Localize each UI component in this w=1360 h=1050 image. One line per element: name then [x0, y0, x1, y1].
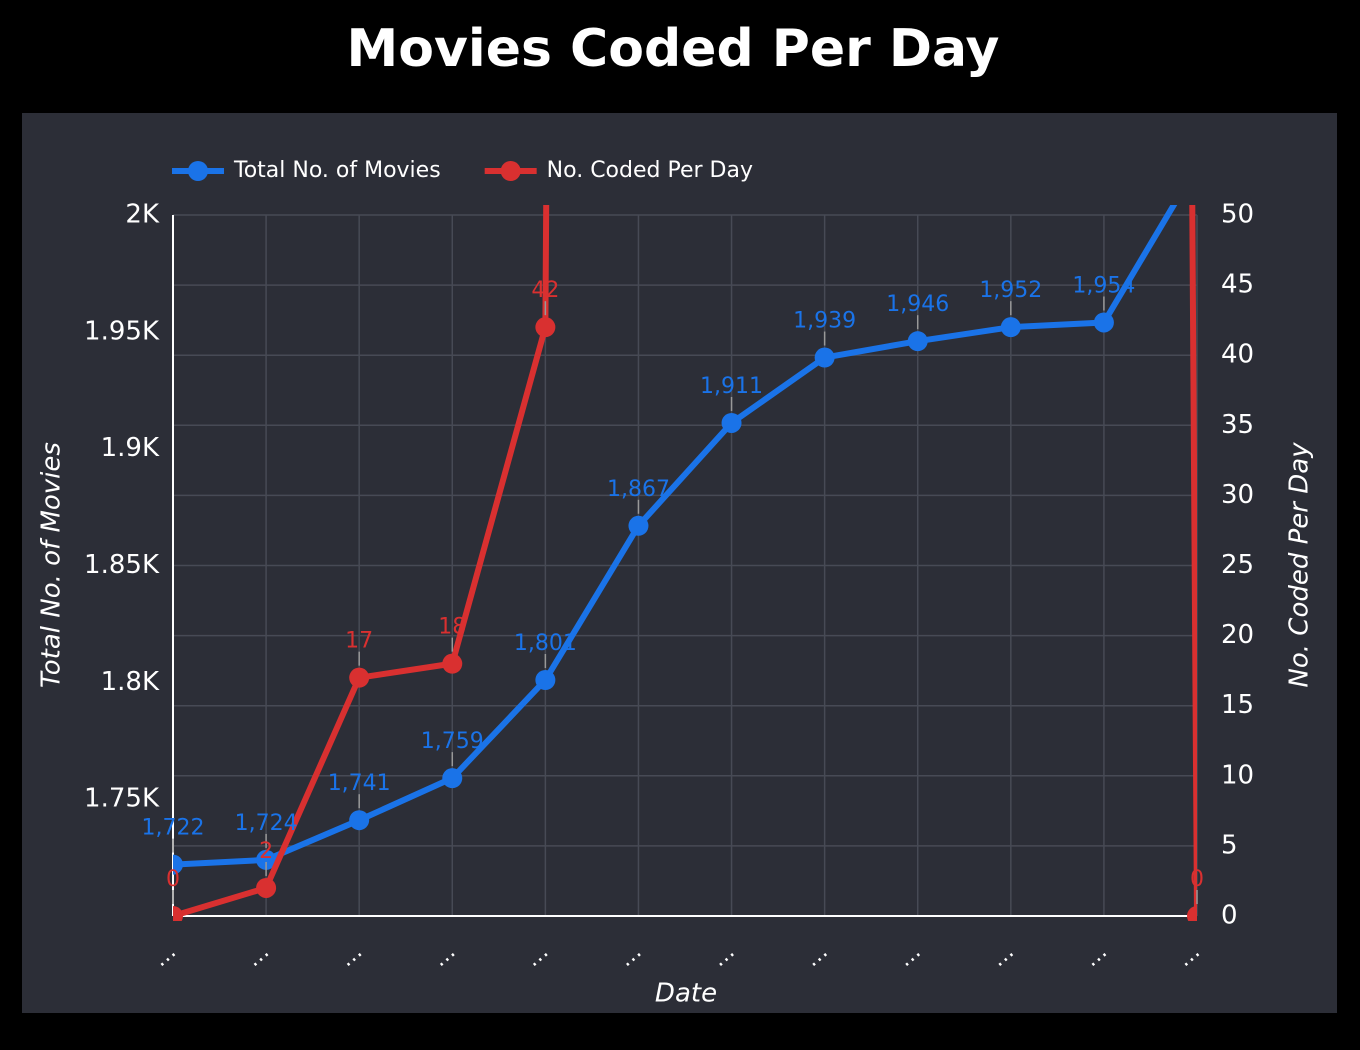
chart-title: Movies Coded Per Day: [347, 19, 1000, 79]
y2-tick-label: 40: [1221, 340, 1254, 370]
y2-axis-title: No. Coded Per Day: [1285, 442, 1315, 688]
data-label: 1,911: [700, 374, 763, 399]
data-label: 0: [166, 867, 180, 892]
plot-area: [173, 205, 1197, 921]
data-label: 1,867: [607, 477, 670, 502]
data-label: 1,801: [514, 631, 577, 656]
series-line: [173, 205, 1197, 919]
data-point: [907, 331, 928, 352]
data-label: 1,759: [421, 729, 484, 754]
y-tick-label: 1.8K: [101, 667, 160, 697]
data-label: 17: [345, 629, 373, 654]
data-point: [349, 667, 370, 688]
data-point: [173, 854, 183, 875]
y-tick-label: 1.85K: [84, 550, 160, 580]
y2-tick-label: 50: [1221, 200, 1254, 230]
y-tick-label: 1.75K: [84, 784, 160, 814]
y2-tick-label: 0: [1221, 901, 1238, 931]
panel: [22, 113, 1337, 1013]
data-point: [349, 810, 370, 831]
y-axis-title: Total No. of Movies: [37, 442, 67, 688]
y2-tick-label: 5: [1221, 830, 1238, 860]
data-point: [256, 849, 277, 870]
y2-tick-label: 25: [1221, 550, 1254, 580]
y2-tick-label: 35: [1221, 410, 1254, 440]
series-line: [173, 205, 1178, 868]
data-point: [1093, 312, 1114, 333]
data-label: 1,952: [979, 278, 1042, 303]
y2-tick-label: 30: [1221, 480, 1254, 510]
data-point: [535, 317, 556, 338]
data-label: 1,741: [328, 771, 391, 796]
data-point: [535, 669, 556, 690]
legend-label: No. Coded Per Day: [547, 158, 753, 183]
x-axis-title: Date: [655, 979, 717, 1009]
data-label: 1,939: [793, 309, 856, 334]
data-point: [1000, 317, 1021, 338]
data-label: 18: [438, 615, 466, 640]
y-tick-label: 1.95K: [84, 316, 160, 346]
data-point: [442, 653, 463, 674]
legend-label: Total No. of Movies: [233, 158, 441, 183]
data-label: 1,946: [886, 292, 949, 317]
y2-tick-label: 15: [1221, 690, 1254, 720]
legend-marker: [188, 161, 208, 181]
y-tick-label: 1.9K: [101, 433, 160, 463]
y2-tick-label: 20: [1221, 620, 1254, 650]
data-label: 1,954: [1072, 273, 1135, 298]
data-point: [256, 877, 277, 898]
data-point: [1187, 906, 1197, 921]
y-tick-label: 2K: [125, 200, 160, 230]
data-label: 2: [259, 839, 273, 864]
data-point: [721, 412, 742, 433]
y2-tick-label: 10: [1221, 760, 1254, 790]
data-label: 0: [1190, 867, 1204, 892]
data-point: [173, 906, 183, 921]
legend-marker: [500, 161, 521, 181]
data-label: 1,724: [235, 811, 298, 836]
data-label: 42: [531, 278, 559, 303]
data-point: [814, 347, 835, 368]
data-label: 1,722: [142, 816, 205, 841]
data-point: [628, 515, 649, 536]
data-point: [442, 768, 463, 789]
y2-tick-label: 45: [1221, 270, 1254, 300]
